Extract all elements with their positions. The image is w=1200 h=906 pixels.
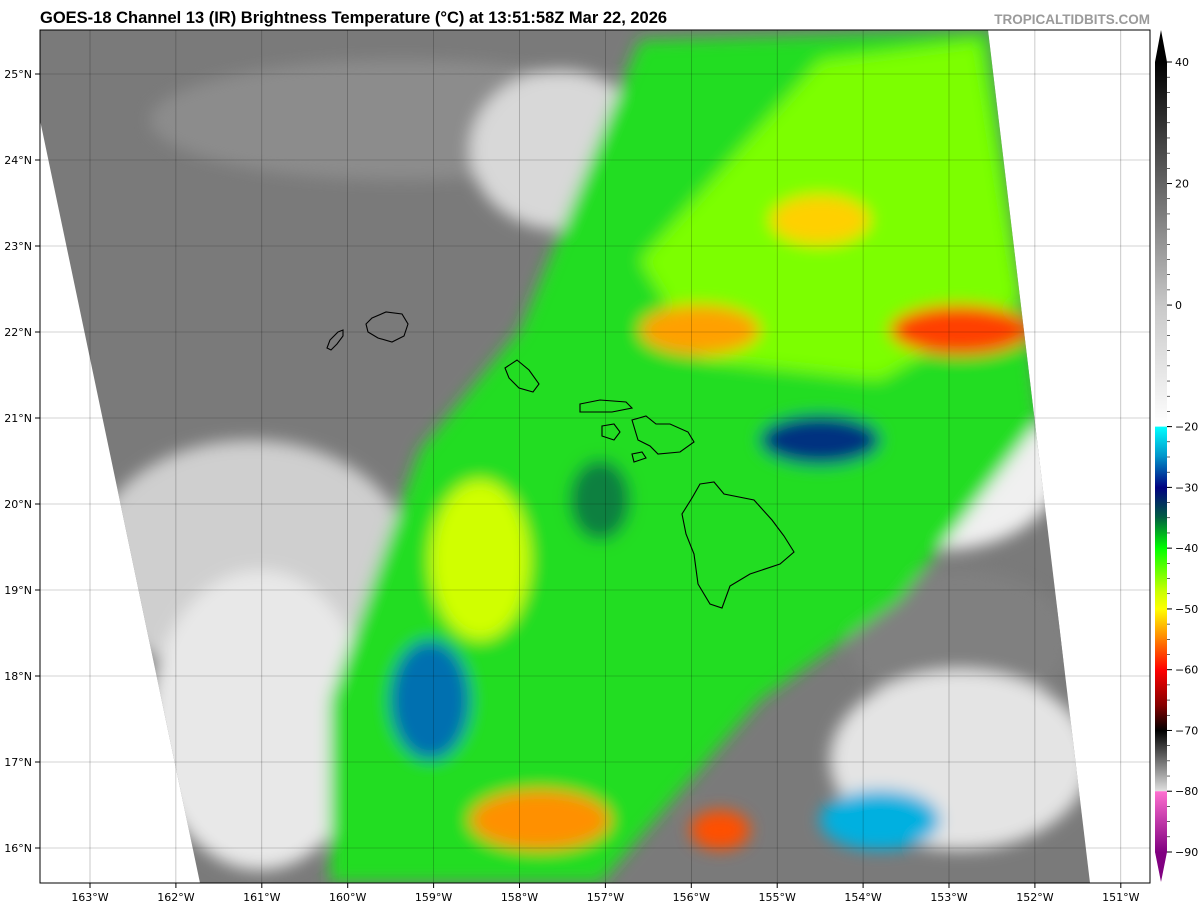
map-border bbox=[39, 29, 1151, 884]
colorbar-segment bbox=[1155, 791, 1167, 853]
molokai-coast bbox=[579, 399, 634, 413]
colorbar-segment bbox=[1155, 669, 1167, 707]
maui-coast bbox=[631, 415, 695, 455]
lat-tick-label: 17°N bbox=[4, 756, 32, 769]
colorbar: 40 20 0 −20 −30 −40 −50 −60 −70 −80 −90 bbox=[1155, 30, 1198, 882]
colorbar-segment bbox=[1155, 457, 1167, 488]
lanai-coast bbox=[601, 423, 621, 441]
kauai-coast bbox=[365, 311, 409, 343]
lon-tick-label: 160°W bbox=[329, 891, 366, 904]
colorbar-tick-label: 40 bbox=[1175, 56, 1189, 69]
colorbar-extend-min bbox=[1155, 852, 1167, 882]
colorbar-tick-label: −90 bbox=[1175, 846, 1198, 859]
lat-tick-label: 21°N bbox=[4, 412, 32, 425]
lon-tick-label: 154°W bbox=[844, 891, 881, 904]
colorbar-segment bbox=[1155, 548, 1167, 592]
map-title: GOES-18 Channel 13 (IR) Brightness Tempe… bbox=[40, 9, 668, 27]
colorbar-segment bbox=[1155, 608, 1167, 640]
lon-tick-label: 151°W bbox=[1102, 891, 1139, 904]
lon-tick-label: 156°W bbox=[673, 891, 710, 904]
colorbar-segment bbox=[1155, 62, 1167, 306]
colorbar-tick-label: 0 bbox=[1175, 299, 1182, 312]
lon-tick-label: 163°W bbox=[71, 891, 108, 904]
lon-tick-label: 161°W bbox=[243, 891, 280, 904]
lon-tick-label: 155°W bbox=[759, 891, 796, 904]
lon-tick-label: 158°W bbox=[501, 891, 538, 904]
colorbar-tick-label: −30 bbox=[1175, 481, 1198, 494]
colorbar-segment bbox=[1155, 487, 1167, 519]
lat-tick-label: 18°N bbox=[4, 670, 32, 683]
lon-tick-label: 153°W bbox=[930, 891, 967, 904]
colorbar-tick-label: 20 bbox=[1175, 178, 1189, 191]
hawaii-coast bbox=[681, 481, 795, 609]
lat-tick-label: 16°N bbox=[4, 842, 32, 855]
colorbar-segment bbox=[1155, 730, 1167, 792]
niihau-coast bbox=[326, 329, 344, 351]
lon-tick-label: 157°W bbox=[587, 891, 624, 904]
colorbar-tick-label: −20 bbox=[1175, 421, 1198, 434]
coastlines bbox=[326, 311, 795, 609]
colorbar-tick-label: −40 bbox=[1175, 542, 1198, 555]
colorbar-segment bbox=[1155, 426, 1167, 458]
lon-tick-label: 162°W bbox=[157, 891, 194, 904]
watermark: TROPICALTIDBITS.COM bbox=[994, 12, 1150, 27]
colorbar-tick-label: −60 bbox=[1175, 664, 1198, 677]
gridlines bbox=[40, 30, 1150, 883]
lon-tick-label: 159°W bbox=[415, 891, 452, 904]
colorbar-extend-max bbox=[1155, 30, 1167, 62]
lat-tick-label: 20°N bbox=[4, 498, 32, 511]
oahu-coast bbox=[504, 359, 540, 393]
colorbar-tick-label: −80 bbox=[1175, 785, 1198, 798]
colorbar-segment bbox=[1155, 706, 1167, 731]
longitude-axis: 163°W 162°W 161°W 160°W 159°W 158°W 157°W 156°W… bbox=[71, 883, 1140, 904]
colorbar-segment bbox=[1155, 590, 1167, 610]
colorbar-segment bbox=[1155, 517, 1167, 549]
colorbar-tick-label: −70 bbox=[1175, 724, 1198, 737]
kahoolawe-coast bbox=[631, 451, 647, 463]
colorbar-segment bbox=[1155, 305, 1167, 427]
lat-tick-label: 25°N bbox=[4, 68, 32, 81]
lat-tick-label: 22°N bbox=[4, 326, 32, 339]
lon-tick-label: 152°W bbox=[1016, 891, 1053, 904]
lat-tick-label: 19°N bbox=[4, 584, 32, 597]
lat-tick-label: 23°N bbox=[4, 240, 32, 253]
lat-tick-label: 24°N bbox=[4, 154, 32, 167]
colorbar-tick-label: −50 bbox=[1175, 603, 1198, 616]
colorbar-segment bbox=[1155, 639, 1167, 671]
latitude-axis: 25°N 24°N 23°N 22°N 21°N 20°N 19°N 18°N 17°N 16°N bbox=[4, 68, 40, 855]
